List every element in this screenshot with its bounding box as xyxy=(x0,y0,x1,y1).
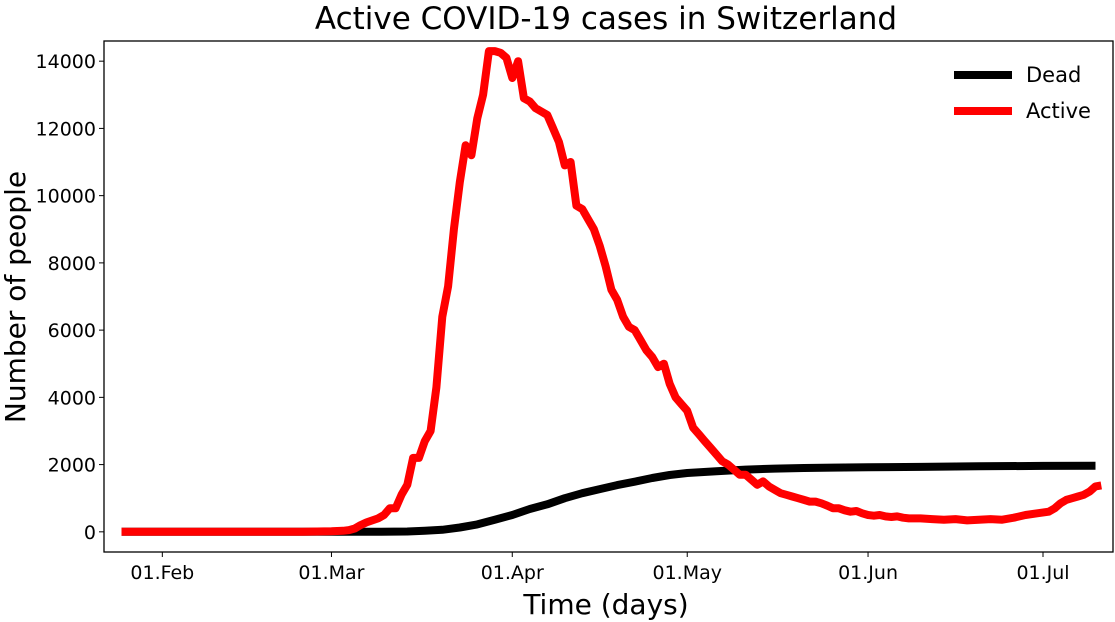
y-tick-label: 4000 xyxy=(48,387,96,409)
y-tick-label: 0 xyxy=(84,522,96,544)
x-tick-label: 01.May xyxy=(652,562,722,584)
y-tick-label: 6000 xyxy=(48,320,96,342)
y-tick-label: 8000 xyxy=(48,253,96,275)
x-axis-ticks: 01.Feb 01.Mar 01.Apr 01.May 01.Jun 01.Jul xyxy=(130,552,1070,584)
x-tick-label: 01.Jul xyxy=(1016,562,1069,584)
x-tick-label: 01.Apr xyxy=(481,562,544,584)
x-tick-label: 01.Mar xyxy=(298,562,364,584)
chart-title: Active COVID-19 cases in Switzerland xyxy=(315,1,897,37)
plot-lines xyxy=(121,47,1102,536)
series-line-active xyxy=(121,47,1102,536)
y-tick-label: 14000 xyxy=(36,51,96,73)
y-tick-label: 12000 xyxy=(36,118,96,140)
y-axis-ticks: 0 2000 4000 6000 8000 10000 12000 14000 xyxy=(36,51,104,544)
plot-frame xyxy=(103,40,1114,553)
x-tick-label: 01.Jun xyxy=(838,562,898,584)
legend: Dead Active xyxy=(954,63,1091,123)
x-tick-label: 01.Feb xyxy=(130,562,194,584)
legend-label-active: Active xyxy=(1026,99,1091,123)
y-axis-title: Number of people xyxy=(0,171,32,423)
y-tick-label: 2000 xyxy=(48,455,96,477)
y-tick-label: 10000 xyxy=(36,186,96,208)
legend-label-dead: Dead xyxy=(1026,63,1081,87)
series-line-dead xyxy=(121,461,1096,536)
x-axis-title: Time (days) xyxy=(522,588,688,621)
